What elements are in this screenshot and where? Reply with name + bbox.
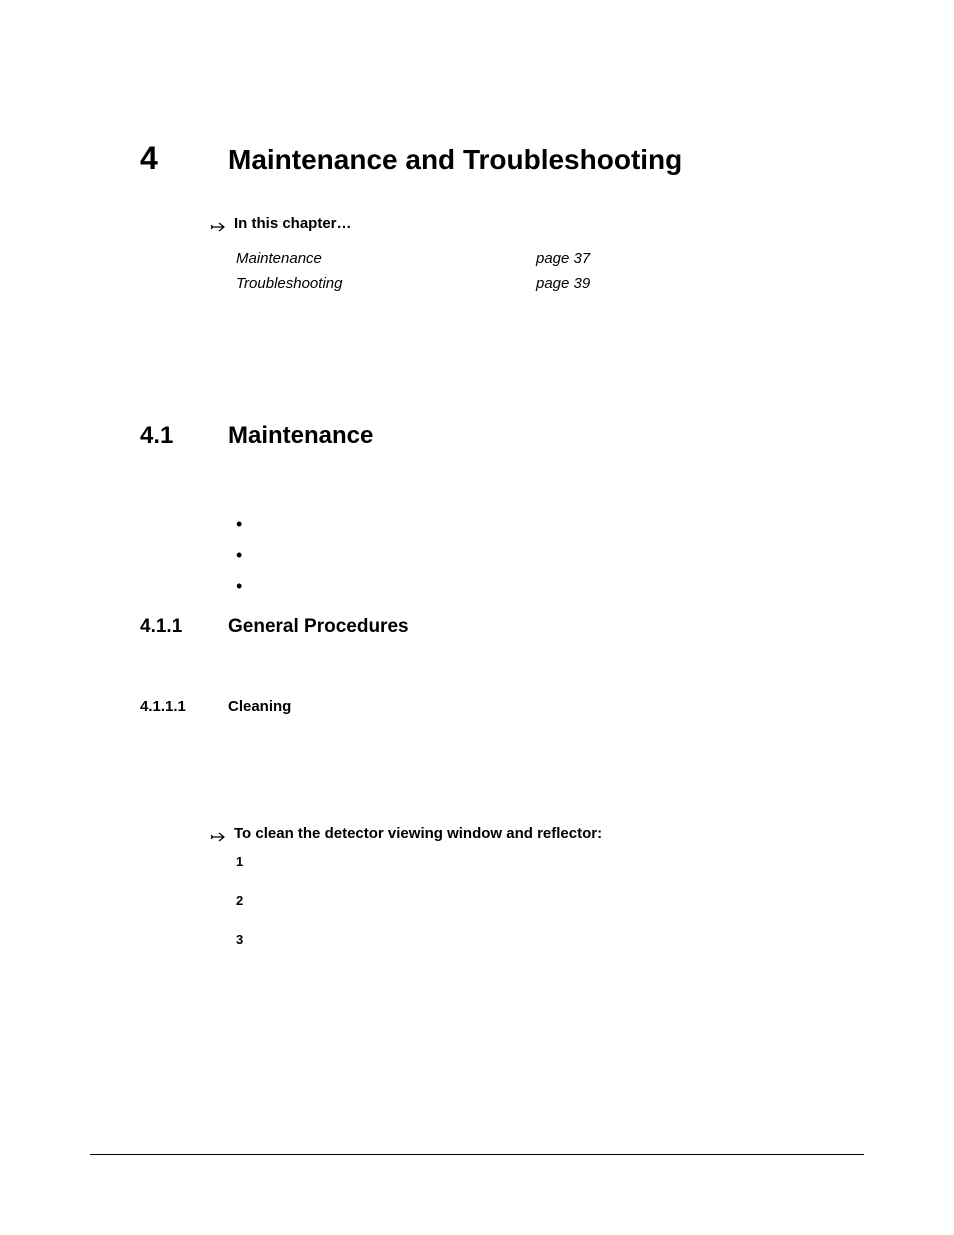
chapter-number: 4	[140, 140, 228, 177]
subsection-header: 4.1.1 General Procedures	[140, 616, 864, 638]
step-number: 1	[236, 854, 864, 869]
subsection-title: General Procedures	[228, 616, 409, 638]
toc-item-page: page 39	[536, 275, 636, 292]
bullet-item: •	[236, 510, 864, 539]
procedure-row: To clean the detector viewing window and…	[210, 825, 864, 842]
footer-divider	[90, 1154, 864, 1155]
subsubsection-header: 4.1.1.1 Cleaning	[140, 698, 864, 715]
procedure-title: To clean the detector viewing window and…	[234, 825, 602, 842]
toc-row: Troubleshooting page 39	[236, 275, 864, 292]
arrow-right-icon	[210, 219, 226, 229]
chapter-header: 4 Maintenance and Troubleshooting	[140, 140, 864, 177]
page-container: 4 Maintenance and Troubleshooting In thi…	[0, 0, 954, 1235]
step-number: 2	[236, 893, 864, 908]
section-number: 4.1	[140, 422, 228, 450]
toc-item-title: Troubleshooting	[236, 275, 536, 292]
subsubsection-number: 4.1.1.1	[140, 698, 228, 715]
section-title: Maintenance	[228, 422, 373, 450]
in-this-chapter-row: In this chapter…	[210, 215, 864, 232]
in-this-chapter-label: In this chapter…	[234, 215, 352, 232]
bullet-list: • • •	[236, 510, 864, 600]
toc-item-title: Maintenance	[236, 250, 536, 267]
subsubsection-title: Cleaning	[228, 698, 291, 715]
toc-row: Maintenance page 37	[236, 250, 864, 267]
chapter-title: Maintenance and Troubleshooting	[228, 144, 682, 176]
arrow-right-icon	[210, 829, 226, 839]
step-list: 1 2 3	[236, 854, 864, 947]
bullet-item: •	[236, 541, 864, 570]
toc-item-page: page 37	[536, 250, 636, 267]
section-header: 4.1 Maintenance	[140, 422, 864, 450]
subsection-number: 4.1.1	[140, 616, 228, 638]
bullet-item: •	[236, 572, 864, 601]
step-number: 3	[236, 932, 864, 947]
